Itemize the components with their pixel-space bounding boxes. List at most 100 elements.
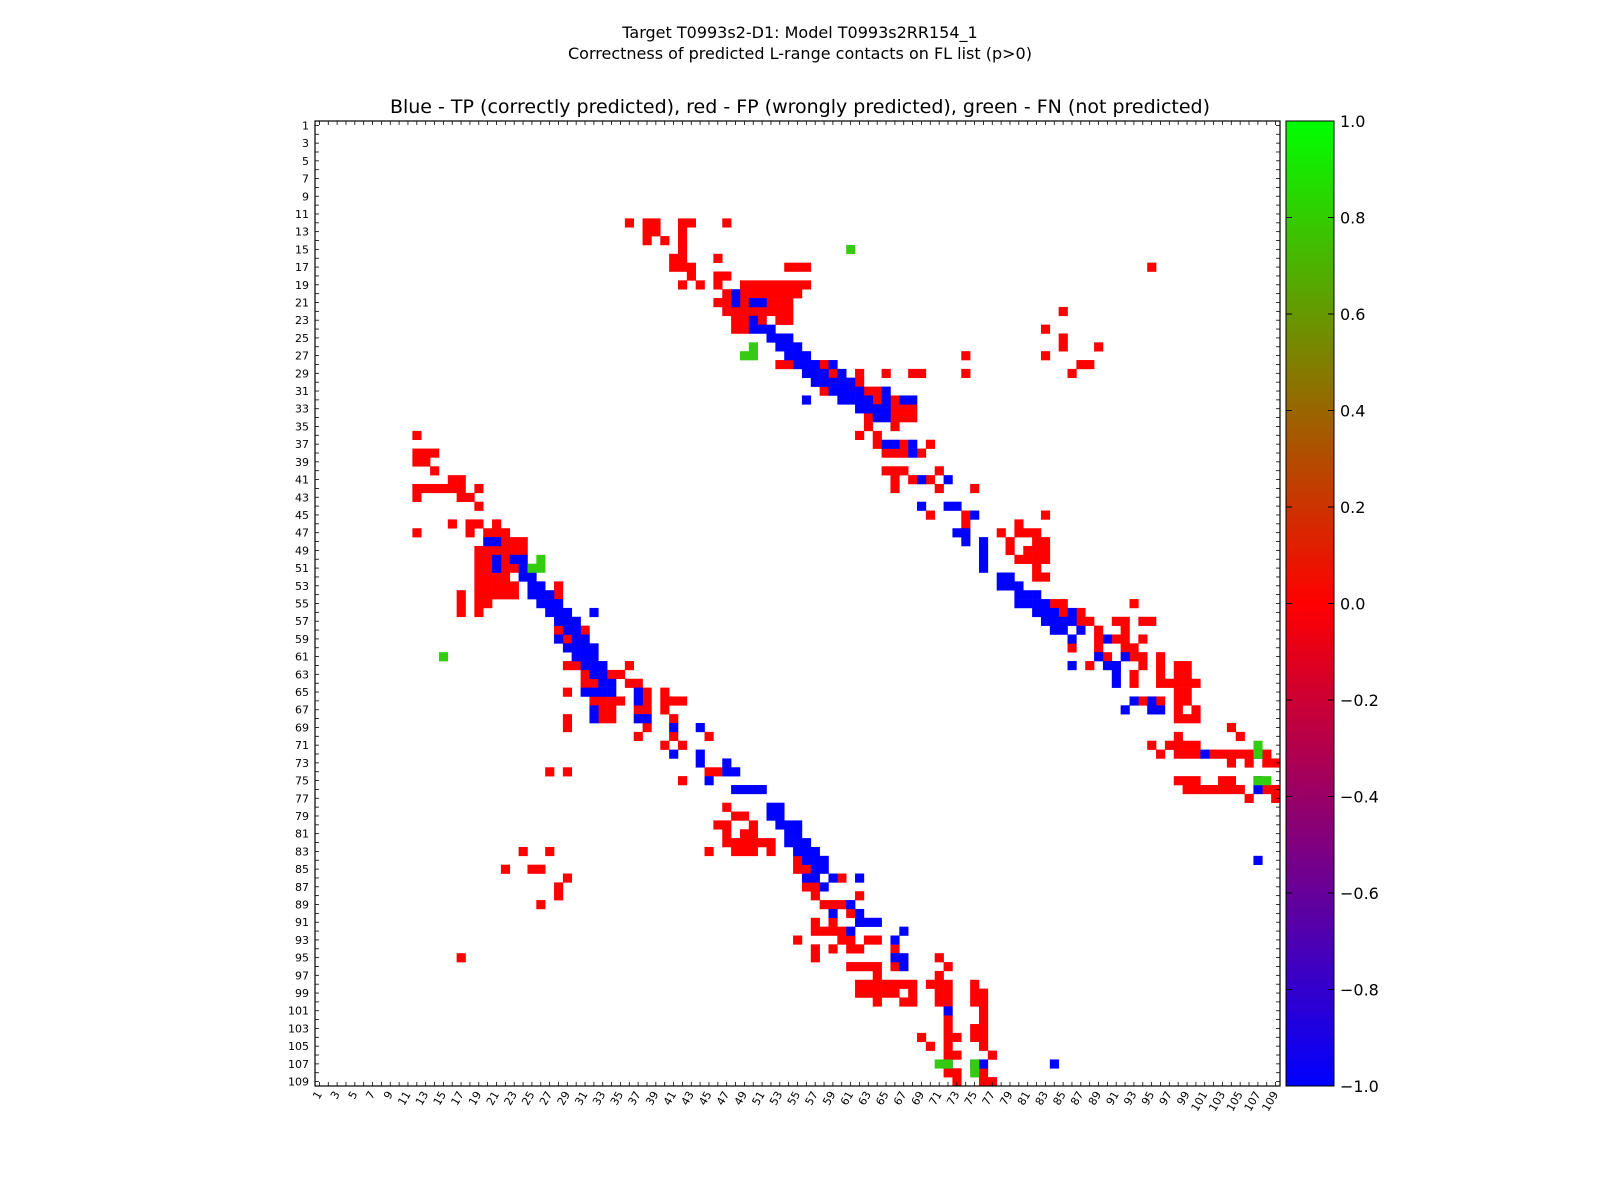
contact-cell-fp-58-31 [580, 625, 590, 635]
contact-cell-fp-48-82 [1032, 537, 1042, 547]
contact-cell-fp-62-36 [624, 661, 635, 671]
contact-cell-fp-28-54 [784, 360, 794, 370]
contact-cell-fp-67-33 [598, 705, 608, 715]
contact-cell-tp-59-31 [580, 634, 590, 644]
contact-cell-fp-42-66 [890, 483, 900, 494]
contact-cell-fp-63-93 [1129, 669, 1139, 680]
y-tick-label-21: 21 [295, 296, 309, 309]
y-tick-label-61: 61 [295, 651, 309, 664]
contact-cell-fp-85-22 [500, 864, 511, 874]
contact-cell-fp-52-21 [492, 572, 502, 582]
contact-cell-tp-56-28 [554, 607, 564, 618]
contact-cell-fp-67-100 [1191, 705, 1201, 715]
contact-cell-fp-83-45 [704, 846, 714, 857]
contact-cell-tp-37-68 [908, 439, 918, 449]
contact-cell-fp-70-105 [1235, 731, 1245, 742]
contact-cell-fp-50-82 [1032, 554, 1042, 564]
contact-cell-fp-99-65 [881, 988, 891, 998]
y-tick-label-45: 45 [295, 509, 309, 522]
contact-cell-fp-73-108 [1262, 758, 1272, 768]
y-tick-label-11: 11 [295, 208, 309, 221]
contact-cell-fp-57-88 [1085, 616, 1095, 626]
contact-cell-tp-91-64 [872, 917, 882, 927]
x-tick-label-41: 41 [661, 1089, 679, 1108]
contact-cell-tp-54-80 [1014, 590, 1024, 600]
contact-cell-fp-68-29 [562, 714, 573, 724]
y-tick-label-23: 23 [295, 314, 309, 327]
contact-cell-tp-59-90 [1102, 634, 1113, 644]
plot-title: Blue - TP (correctly predicted), red - F… [390, 96, 1210, 118]
contact-cell-fp-100-76 [978, 997, 989, 1007]
contact-cell-fp-98-72 [943, 979, 953, 989]
y-tick-label-65: 65 [295, 686, 309, 699]
contact-cell-fp-55-20 [483, 599, 493, 609]
contact-cell-tp-76-51 [757, 784, 767, 795]
contact-cell-tp-48-21 [492, 537, 502, 547]
suptitle-line-1: Target T0993s2-D1: Model T0993s2RR154_1 [621, 23, 977, 43]
contact-cell-tp-73-47 [722, 758, 732, 768]
contact-cell-fp-92-59 [828, 926, 838, 936]
contact-cell-fp-40-14 [430, 466, 440, 476]
contact-cell-tp-83-57 [810, 846, 820, 857]
contact-cell-fp-58-89 [1094, 625, 1104, 635]
contact-cell-fp-29-65 [881, 368, 891, 379]
y-tick-label-15: 15 [295, 243, 309, 256]
contact-cell-fp-94-61 [846, 944, 856, 954]
contact-cell-fp-100-67 [899, 997, 909, 1007]
contact-cell-fn-61-15 [438, 652, 449, 662]
contact-cell-fp-86-29 [562, 873, 573, 883]
contact-cell-tp-62-90 [1102, 661, 1113, 671]
contact-cell-tp-60-30 [571, 643, 581, 653]
contact-cell-tp-62-33 [598, 661, 608, 671]
contact-cell-tp-55-27 [545, 599, 555, 609]
contact-cell-fp-104-76 [978, 1032, 989, 1043]
x-tick-label-35: 35 [608, 1089, 626, 1108]
y-tick-label-107: 107 [288, 1058, 309, 1071]
contact-cell-fp-50-80 [1014, 554, 1024, 564]
contact-cell-fp-98-62 [855, 979, 865, 989]
contact-cell-tp-60-32 [589, 643, 599, 653]
contact-cell-fp-20-50 [748, 289, 758, 299]
contact-cell-tp-29-57 [810, 368, 820, 379]
contact-cell-fp-47-81 [1023, 528, 1033, 538]
contact-cell-fp-21-53 [775, 298, 785, 308]
contact-cell-fp-20-52 [766, 289, 776, 299]
contact-cell-tp-72-101 [1200, 749, 1210, 759]
contact-cell-tp-95-67 [899, 953, 909, 963]
contact-cell-fp-22-85 [1058, 306, 1068, 317]
contact-cell-fp-65-40 [660, 687, 670, 697]
contact-cell-fp-42-15 [438, 483, 449, 494]
contact-cell-fp-98-67 [899, 979, 909, 989]
contact-cell-fp-98-68 [908, 979, 918, 989]
contact-cell-fp-90-61 [846, 908, 856, 919]
x-tick-label-63: 63 [856, 1089, 874, 1108]
contact-cell-fp-18-47 [722, 271, 732, 281]
contact-cell-tp-44-73 [952, 501, 962, 511]
contact-cell-fp-17-56 [801, 262, 812, 272]
contact-cell-fp-33-66 [890, 404, 900, 414]
contact-cell-tp-32-61 [846, 395, 856, 405]
contact-cell-fp-38-14 [430, 448, 440, 458]
contact-cell-fp-64-93 [1129, 678, 1139, 688]
contact-cell-fp-19-54 [784, 280, 794, 290]
contact-cell-fp-68-34 [607, 714, 617, 724]
contact-cell-fn-51-25 [527, 563, 537, 573]
contact-cell-tp-57-28 [554, 616, 564, 626]
contact-cell-tp-54-26 [536, 590, 546, 600]
y-tick-label-53: 53 [295, 580, 309, 593]
contact-cell-tp-51-76 [978, 563, 989, 573]
contact-cell-tp-55-80 [1014, 599, 1024, 609]
contact-cell-tp-44-69 [917, 501, 927, 511]
contact-cell-fp-13-39 [651, 227, 661, 237]
contact-cell-tp-93-66 [890, 935, 900, 945]
contact-cell-tp-57-83 [1040, 616, 1051, 626]
contact-cell-tp-53-26 [536, 581, 546, 591]
contact-cell-tp-32-63 [863, 395, 874, 405]
contact-cell-fp-98-70 [925, 979, 936, 989]
contact-cell-fp-23-49 [739, 315, 750, 325]
y-tick-label-5: 5 [302, 155, 309, 168]
y-tick-label-105: 105 [288, 1040, 309, 1053]
contact-cell-fp-18-43 [686, 271, 696, 281]
contact-cell-fp-78-47 [722, 802, 732, 812]
contact-cell-tp-81-54 [784, 829, 794, 839]
